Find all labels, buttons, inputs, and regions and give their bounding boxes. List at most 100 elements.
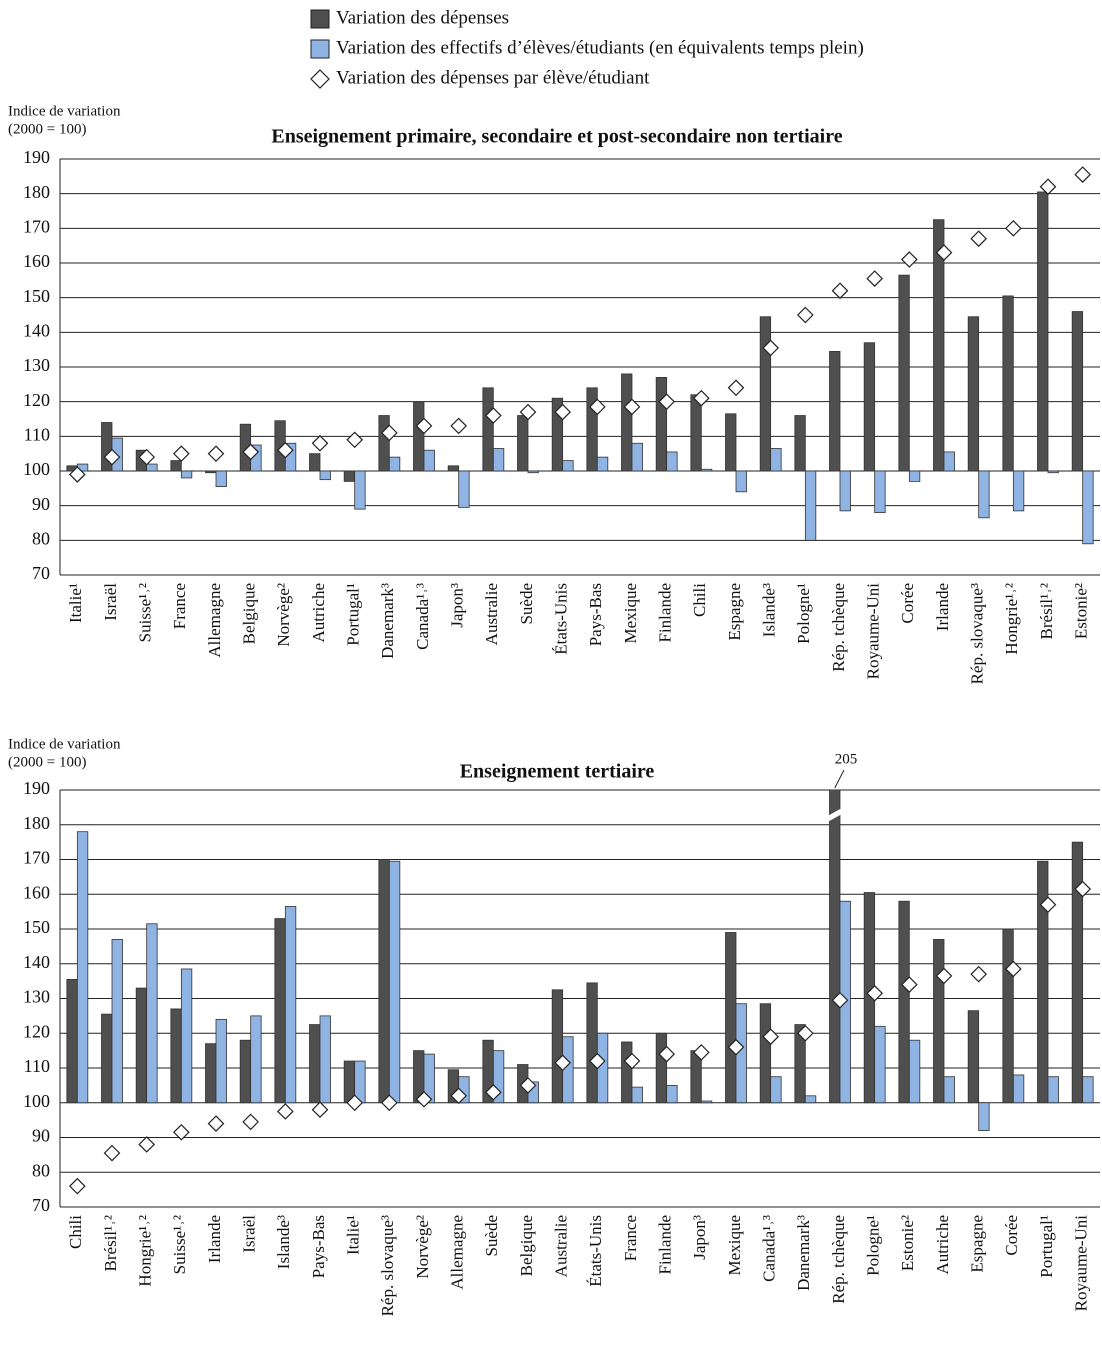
- bar: [700, 1100, 713, 1104]
- x-tick-label: Danemark³: [378, 583, 397, 659]
- bar: [794, 415, 806, 472]
- bar: [933, 219, 945, 472]
- bar: [562, 460, 574, 472]
- plot: [66, 790, 1094, 1195]
- bar: [1037, 860, 1049, 1104]
- y-tick-label: 120: [23, 1021, 50, 1041]
- bar: [725, 932, 737, 1104]
- diamond-marker: [796, 1024, 814, 1042]
- x-tick-label: Italie¹: [66, 583, 85, 623]
- y-tick-label: 160: [23, 882, 50, 902]
- bar: [239, 1039, 252, 1104]
- x-tick-label: Estonie²: [898, 1215, 917, 1271]
- diamond-marker: [276, 441, 294, 459]
- x-tick-label: Israël: [101, 583, 120, 621]
- bar: [551, 989, 564, 1104]
- legend-marker: [310, 9, 330, 29]
- legend-label: Variation des dépenses par élève/étudian…: [336, 67, 650, 88]
- bar: [655, 376, 668, 472]
- bar: [146, 463, 158, 472]
- x-tick-label: Portugal¹: [344, 583, 363, 646]
- diamond-marker: [450, 417, 468, 435]
- bar: [621, 1041, 633, 1104]
- y-tick-label: 110: [24, 1056, 50, 1076]
- diamond-marker: [103, 448, 121, 466]
- bar: [482, 387, 494, 472]
- bar: [284, 906, 297, 1104]
- diamond-marker: [554, 403, 572, 421]
- x-tick-label: Islande³: [274, 1215, 293, 1269]
- x-tick-label: Espagne: [968, 1215, 987, 1273]
- bar: [770, 1076, 782, 1104]
- x-tick-label: Italie¹: [344, 1215, 363, 1255]
- diamond-marker: [138, 1136, 156, 1153]
- y-tick-label: 180: [23, 182, 50, 202]
- y-axis-label: Indice de variation: [8, 103, 121, 119]
- bar: [700, 468, 713, 472]
- diamond-marker: [484, 407, 502, 424]
- bar: [447, 465, 460, 472]
- bar: [458, 470, 470, 508]
- bar: [759, 1003, 772, 1104]
- bar: [1047, 470, 1059, 474]
- diamond-marker: [172, 1123, 190, 1141]
- bar: [1037, 191, 1049, 472]
- diamond-marker: [623, 1052, 641, 1070]
- y-tick-label: 100: [23, 459, 50, 479]
- bar: [759, 316, 772, 472]
- bar: [908, 470, 921, 482]
- value-label: 205: [835, 751, 858, 767]
- y-tick-label: 70: [32, 1195, 50, 1215]
- bar: [517, 415, 529, 472]
- diamond-marker: [970, 965, 988, 983]
- x-tick-label: Pays-Bas: [309, 1215, 328, 1278]
- bar: [250, 1015, 262, 1104]
- y-tick-label: 160: [23, 251, 50, 271]
- x-tick-label: Autriche: [309, 583, 328, 642]
- bar: [180, 968, 193, 1104]
- bar: [655, 1032, 668, 1104]
- bar: [180, 470, 193, 479]
- bar: [621, 373, 633, 472]
- diamond-marker: [588, 1052, 606, 1070]
- x-tick-label: Allemagne: [448, 1215, 467, 1290]
- x-tick-label: Rép. slovaque³: [378, 1215, 397, 1316]
- x-tick-label: Japon³: [448, 583, 467, 628]
- x-tick-label: France: [621, 1215, 640, 1261]
- legend-marker: [310, 39, 330, 59]
- bar: [943, 451, 955, 472]
- bar: [343, 470, 356, 482]
- x-tick-label: Espagne: [725, 583, 744, 641]
- bar: [1071, 841, 1084, 1104]
- y-tick-label: 80: [32, 1160, 50, 1180]
- x-tick-label: Portugal¹: [1037, 1215, 1056, 1278]
- diamond-marker: [415, 417, 433, 435]
- x-tick-label: Corée: [1002, 1215, 1021, 1256]
- bar: [943, 1076, 955, 1104]
- x-tick-label: Finlande: [656, 583, 675, 643]
- diamond-marker: [311, 1101, 329, 1119]
- bar: [666, 1084, 678, 1104]
- y-tick-label: 180: [23, 813, 50, 833]
- x-tick-label: Belgique: [240, 583, 259, 644]
- bar: [631, 1086, 643, 1104]
- diamond-marker: [172, 445, 190, 463]
- bar: [770, 448, 782, 472]
- x-tick-label: Belgique: [517, 1215, 536, 1276]
- bar: [804, 470, 817, 541]
- bar: [215, 470, 227, 488]
- bar: [666, 451, 678, 472]
- diamond-marker: [380, 1094, 398, 1112]
- x-tick-label: Australie: [482, 583, 501, 645]
- y-tick-label: 110: [24, 424, 50, 444]
- diamond-marker: [866, 984, 884, 1002]
- x-tick-label: Suisse¹˒²: [136, 583, 155, 642]
- x-tick-label: Pays-Bas: [586, 583, 605, 646]
- diamond-marker: [103, 1144, 121, 1162]
- bar: [274, 918, 286, 1104]
- bar: [378, 415, 390, 472]
- x-tick-label: Japon³: [690, 1215, 709, 1260]
- bar: [898, 900, 910, 1104]
- bar: [170, 1008, 182, 1104]
- x-tick-label: Suède: [482, 1215, 501, 1257]
